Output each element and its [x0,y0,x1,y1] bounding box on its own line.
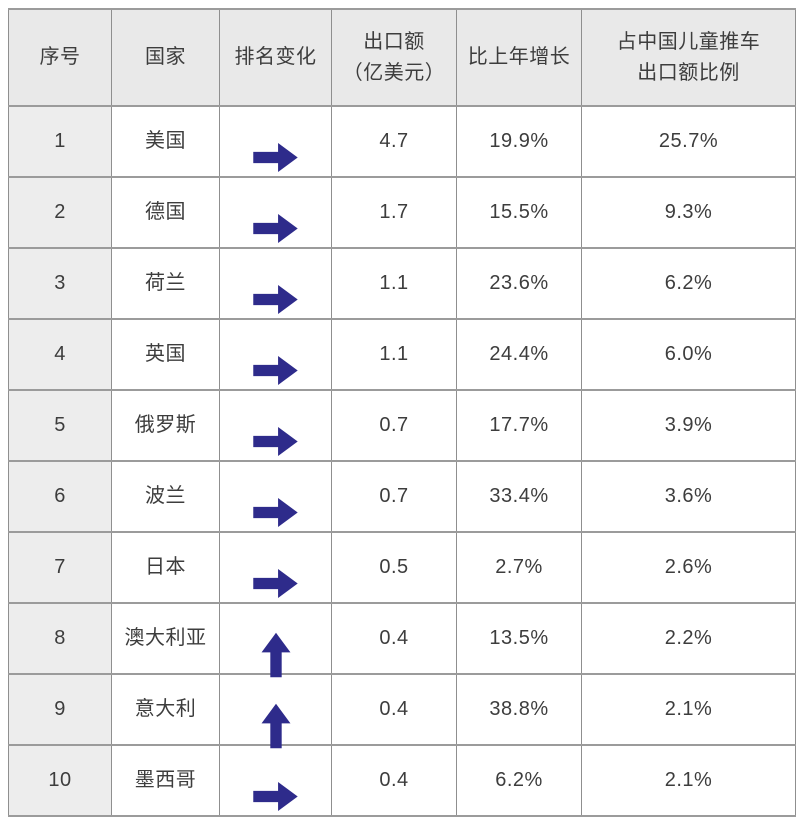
country-cell: 英国 [111,319,220,390]
yoy-growth-cell: 13.5% [456,603,582,674]
rank-index-cell: 8 [8,603,112,674]
share-cell: 2.2% [581,603,796,674]
rank-right-arrow-icon [252,142,298,172]
rank-up-arrow-icon [261,703,290,748]
header-yoy-growth: 比上年增长 [456,9,582,106]
share-cell: 2.6% [581,532,796,603]
rank-change-cell [219,390,332,461]
header-row: 序号 国家 排名变化 出口额 （亿美元） 比上年增长 占中国儿童推车 出口额比例 [8,9,796,106]
export-value-cell: 1.7 [331,177,457,248]
rank-index-cell: 1 [8,106,112,177]
country-cell: 荷兰 [111,248,220,319]
rank-index-cell: 3 [8,248,112,319]
rank-index-cell: 2 [8,177,112,248]
rank-change-cell [219,319,332,390]
table-row: 6 波兰 0.7 33.4% 3.6% [8,461,796,532]
share-cell: 25.7% [581,106,796,177]
rank-right-arrow-icon [252,781,298,811]
table-row: 5 俄罗斯 0.7 17.7% 3.9% [8,390,796,461]
table-row: 7 日本 0.5 2.7% 2.6% [8,532,796,603]
export-value-cell: 1.1 [331,319,457,390]
rank-change-cell [219,674,332,748]
rank-index-cell: 5 [8,390,112,461]
table-row: 3 荷兰 1.1 23.6% 6.2% [8,248,796,319]
rank-right-arrow-icon [252,284,298,314]
export-value-cell: 0.4 [331,603,457,674]
header-country: 国家 [111,9,220,106]
rank-right-arrow-icon [252,426,298,456]
yoy-growth-cell: 38.8% [456,674,582,745]
table-row: 10 墨西哥 0.4 6.2% 2.1% [8,745,796,816]
share-cell: 6.2% [581,248,796,319]
yoy-growth-cell: 2.7% [456,532,582,603]
rank-up-arrow-icon [261,632,290,677]
country-cell: 波兰 [111,461,220,532]
export-value-cell: 4.7 [331,106,457,177]
header-index: 序号 [8,9,112,106]
country-cell: 德国 [111,177,220,248]
table-row: 4 英国 1.1 24.4% 6.0% [8,319,796,390]
table-row: 2 德国 1.7 15.5% 9.3% [8,177,796,248]
table-row: 9 意大利 0.4 38.8% 2.1% [8,674,796,748]
rank-right-arrow-icon [252,355,298,385]
rank-change-cell [219,461,332,532]
rank-right-arrow-icon [252,213,298,243]
country-cell: 日本 [111,532,220,603]
share-cell: 9.3% [581,177,796,248]
rank-index-cell: 10 [8,745,112,816]
yoy-growth-cell: 33.4% [456,461,582,532]
share-cell: 3.9% [581,390,796,461]
table-body: 1 美国 4.7 19.9% 25.7% 2 德国 1.7 15.5% 9.3%… [8,106,796,816]
yoy-growth-cell: 6.2% [456,745,582,816]
export-value-cell: 0.7 [331,461,457,532]
rank-change-cell [219,177,332,248]
rank-right-arrow-icon [252,568,298,598]
table-row: 1 美国 4.7 19.9% 25.7% [8,106,796,177]
yoy-growth-cell: 19.9% [456,106,582,177]
table-row: 8 澳大利亚 0.4 13.5% 2.2% [8,603,796,677]
rank-change-cell [219,248,332,319]
yoy-growth-cell: 17.7% [456,390,582,461]
share-cell: 3.6% [581,461,796,532]
rank-change-cell [219,603,332,677]
header-rank-change: 排名变化 [219,9,332,106]
country-cell: 美国 [111,106,220,177]
share-cell: 2.1% [581,745,796,816]
yoy-growth-cell: 15.5% [456,177,582,248]
country-cell: 俄罗斯 [111,390,220,461]
export-value-cell: 0.4 [331,674,457,745]
rank-index-cell: 4 [8,319,112,390]
rank-change-cell [219,106,332,177]
country-cell: 意大利 [111,674,220,745]
yoy-growth-cell: 23.6% [456,248,582,319]
stroller-export-table: 序号 国家 排名变化 出口额 （亿美元） 比上年增长 占中国儿童推车 出口额比例… [8,8,796,817]
header-share: 占中国儿童推车 出口额比例 [581,9,796,106]
country-cell: 墨西哥 [111,745,220,816]
share-cell: 2.1% [581,674,796,745]
export-value-cell: 1.1 [331,248,457,319]
share-cell: 6.0% [581,319,796,390]
export-value-cell: 0.4 [331,745,457,816]
rank-index-cell: 9 [8,674,112,745]
export-value-cell: 0.7 [331,390,457,461]
country-cell: 澳大利亚 [111,603,220,674]
yoy-growth-cell: 24.4% [456,319,582,390]
rank-change-cell [219,745,332,816]
table-header: 序号 国家 排名变化 出口额 （亿美元） 比上年增长 占中国儿童推车 出口额比例 [8,9,796,106]
export-value-cell: 0.5 [331,532,457,603]
rank-index-cell: 6 [8,461,112,532]
rank-index-cell: 7 [8,532,112,603]
header-export-value: 出口额 （亿美元） [331,9,457,106]
rank-right-arrow-icon [252,497,298,527]
rank-change-cell [219,532,332,603]
